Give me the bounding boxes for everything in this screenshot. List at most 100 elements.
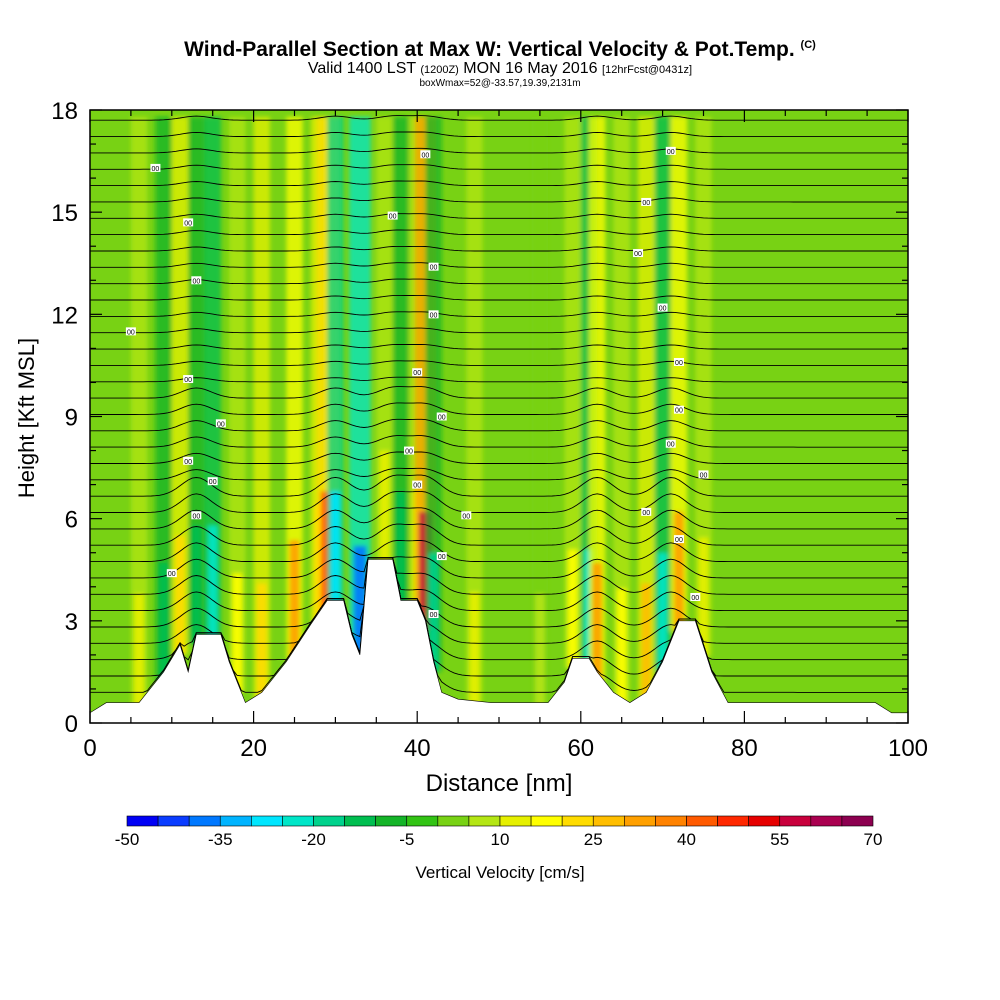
isentrope-line	[90, 294, 908, 301]
isentrope-line	[90, 507, 908, 530]
isentrope-line	[90, 523, 908, 546]
velocity-column	[349, 116, 371, 666]
contour-label: 00	[209, 479, 217, 486]
isentrope-line	[90, 245, 908, 252]
contour-label-bg	[428, 262, 439, 271]
colorbar-swatch	[592, 815, 625, 827]
contour-label: 00	[438, 554, 446, 561]
isentrope-line	[90, 467, 908, 481]
contour-label-bg	[665, 146, 676, 155]
x-tick-label: 40	[404, 735, 431, 762]
velocity-column	[286, 116, 303, 660]
contour-label-bg	[436, 412, 447, 421]
y-tick-label: 0	[65, 711, 78, 738]
contour-label-bg	[191, 276, 202, 285]
contour-label: 00	[634, 251, 642, 258]
colorbar-swatch	[841, 815, 874, 827]
contour-label: 00	[675, 360, 683, 367]
velocity-column	[654, 116, 671, 672]
colorbar-swatch	[282, 815, 314, 827]
y-tick-label: 18	[51, 98, 78, 125]
velocity-column	[466, 116, 483, 712]
isentrope-line	[90, 557, 908, 644]
isentrope-line	[90, 262, 908, 268]
colorbar-swatch	[624, 815, 656, 827]
isentrope-line	[90, 131, 908, 138]
contour-label-bg	[641, 197, 652, 206]
contour-label-bg	[665, 439, 676, 448]
x-axis-label: Distance [nm]	[426, 770, 573, 797]
x-tick-label: 100	[888, 735, 928, 762]
contour-label-bg	[641, 507, 652, 516]
velocity-column-core	[289, 540, 300, 660]
contour-label: 00	[184, 220, 192, 227]
velocity-column	[564, 116, 581, 669]
contour-label: 00	[438, 415, 446, 422]
velocity-column	[392, 116, 410, 611]
contour-label-bg	[215, 419, 226, 428]
isentrope-line	[90, 360, 908, 366]
velocity-column-core	[158, 562, 169, 683]
contour-label-bg	[166, 569, 177, 578]
isentrope-line	[90, 540, 908, 563]
contour-label-bg	[657, 303, 668, 312]
velocity-column-core	[330, 491, 341, 611]
isentrope-line	[90, 474, 908, 497]
velocity-column-core	[657, 552, 668, 672]
contour-label: 00	[430, 612, 438, 619]
contour-label: 00	[192, 513, 200, 520]
isentrope-line	[90, 278, 908, 285]
contour-label: 00	[667, 442, 675, 449]
colorbar-tick-label: 40	[677, 830, 696, 849]
velocity-column	[613, 116, 630, 708]
velocity-column	[425, 116, 442, 672]
contour-label: 00	[421, 152, 429, 159]
contour-label-bg	[207, 477, 218, 486]
isentrope-line	[90, 386, 908, 399]
velocity-column-core	[534, 593, 545, 713]
contour-label-bg	[412, 480, 423, 489]
colorbar-tick-label: 55	[770, 830, 789, 849]
colorbar-swatch	[219, 815, 252, 827]
contour-label-bg	[698, 470, 709, 479]
velocity-column-core	[175, 535, 185, 655]
isentrope-line	[90, 557, 908, 661]
contour-label: 00	[192, 278, 200, 285]
isentrope-line	[90, 344, 908, 350]
contour-label-bg	[404, 446, 415, 455]
isentrope-line	[90, 418, 908, 432]
plot-background	[90, 110, 908, 723]
colorbar-swatch	[561, 815, 594, 827]
colorbar-label: Vertical Velocity [cm/s]	[415, 863, 585, 882]
contour-label-bg	[461, 511, 472, 520]
contour-label-bg	[387, 211, 398, 220]
colorbar-swatch	[313, 815, 345, 827]
colorbar: -50 -35 -20 -5 10 25 40 55 70	[115, 815, 882, 849]
contour-label-bg	[183, 218, 194, 227]
colorbar-swatch	[344, 815, 376, 827]
velocity-column-core	[674, 511, 684, 632]
chart-title: Wind-Parallel Section at Max W: Vertical…	[0, 38, 1000, 62]
velocity-column-core	[698, 537, 709, 657]
isentrope-line	[90, 164, 908, 170]
valid-time: Valid 1400 LST	[307, 60, 416, 77]
velocity-column-core	[191, 525, 202, 645]
contour-label: 00	[168, 571, 176, 578]
velocity-column	[695, 116, 712, 657]
velocity-column	[229, 116, 246, 693]
colorbar-swatch	[655, 815, 687, 827]
velocity-column-core	[592, 562, 603, 683]
y-tick-label: 6	[65, 507, 78, 534]
isentrope-line	[90, 451, 908, 464]
contour-label: 00	[152, 166, 160, 173]
contour-label-bg	[633, 249, 644, 258]
contour-label: 00	[642, 510, 650, 517]
colorbar-swatch	[375, 815, 408, 827]
isentrope-line	[90, 557, 908, 628]
y-tick-label: 3	[65, 609, 78, 636]
y-tick-label: 12	[51, 302, 78, 329]
contour-label: 00	[184, 459, 192, 466]
colorbar-tick-label: 10	[491, 830, 510, 849]
isentrope-line	[90, 490, 908, 513]
